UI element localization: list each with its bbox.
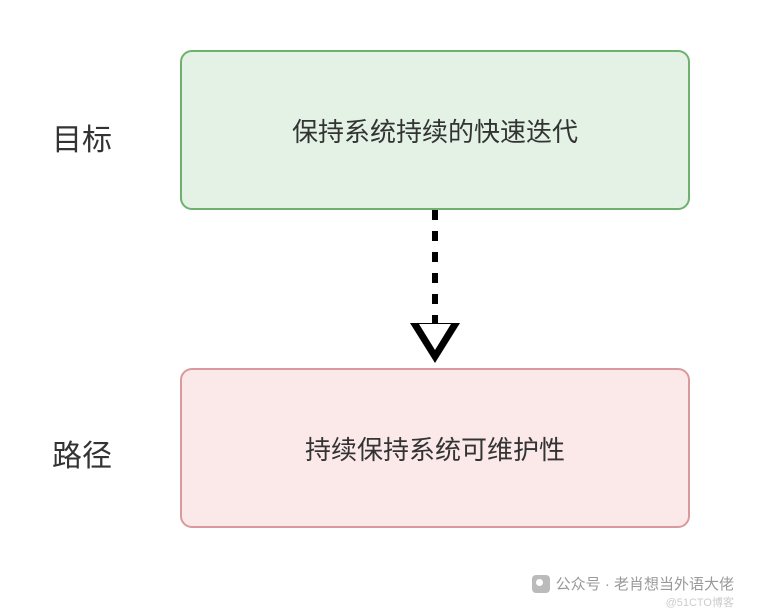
goal-box: 保持系统持续的快速迭代 bbox=[180, 50, 690, 210]
arrow-head-inner bbox=[419, 324, 451, 350]
arrow-dashed-line bbox=[432, 210, 438, 328]
goal-label: 目标 bbox=[52, 115, 112, 159]
goal-box-text: 保持系统持续的快速迭代 bbox=[292, 112, 578, 149]
arrow-edge bbox=[410, 210, 460, 368]
path-box-text: 持续保持系统可维护性 bbox=[305, 430, 565, 467]
watermark-main-text: 公众号 · 老肖想当外语大佬 bbox=[556, 573, 734, 594]
path-box: 持续保持系统可维护性 bbox=[180, 368, 690, 528]
diagram-container: 目标 保持系统持续的快速迭代 路径 持续保持系统可维护性 公众号 · 老肖想当外… bbox=[0, 0, 764, 612]
watermark-main: 公众号 · 老肖想当外语大佬 bbox=[532, 573, 734, 594]
wechat-icon bbox=[532, 575, 550, 593]
watermark-sub: @51CTO博客 bbox=[666, 594, 734, 610]
path-label: 路径 bbox=[52, 431, 112, 475]
